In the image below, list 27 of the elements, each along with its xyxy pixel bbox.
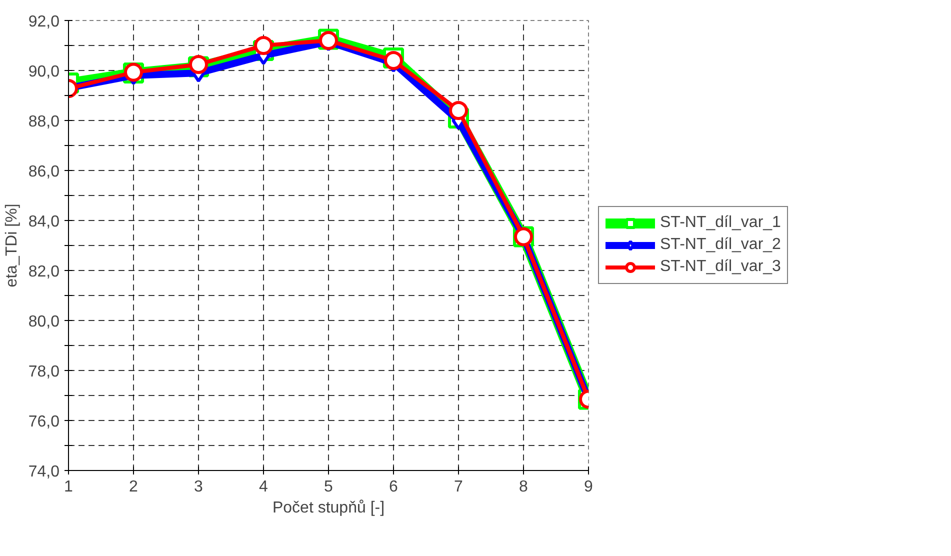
legend-label: ST-NT_díl_var_3 [660,258,781,276]
y-tick-label: 82,0 [28,264,60,280]
y-tick-label: 80,0 [28,314,60,330]
y-tick-label: 78,0 [28,364,60,380]
x-axis-title: Počet stupňů [-] [272,500,385,516]
y-tick-label: 90,0 [28,64,60,80]
y-tick-label: 76,0 [28,414,60,430]
y-tick-label: 86,0 [28,164,60,180]
x-tick-label: 1 [64,478,74,496]
y-axis-title: eta_TDi [%] [3,204,20,288]
x-tick-label: 6 [389,478,398,496]
y-tick-label: 88,0 [28,114,60,130]
y-tick-label: 84,0 [28,214,60,230]
legend-label: ST-NT_díl_var_1 [660,214,781,232]
point [449,101,468,120]
x-tick-label: 2 [129,478,138,496]
y-tick-label: 92,0 [28,14,60,30]
x-tick-label: 4 [259,478,268,496]
x-tick-label: 8 [519,478,528,496]
point [384,51,403,70]
y-tick-label: 74,0 [28,464,60,480]
legend-label: ST-NT_díl_var_2 [660,236,781,254]
x-tick-label: 9 [584,478,594,496]
point [189,55,208,74]
x-tick-label: 7 [454,478,464,496]
x-tick-label: 5 [324,478,334,496]
x-tick-label: 3 [194,478,204,496]
